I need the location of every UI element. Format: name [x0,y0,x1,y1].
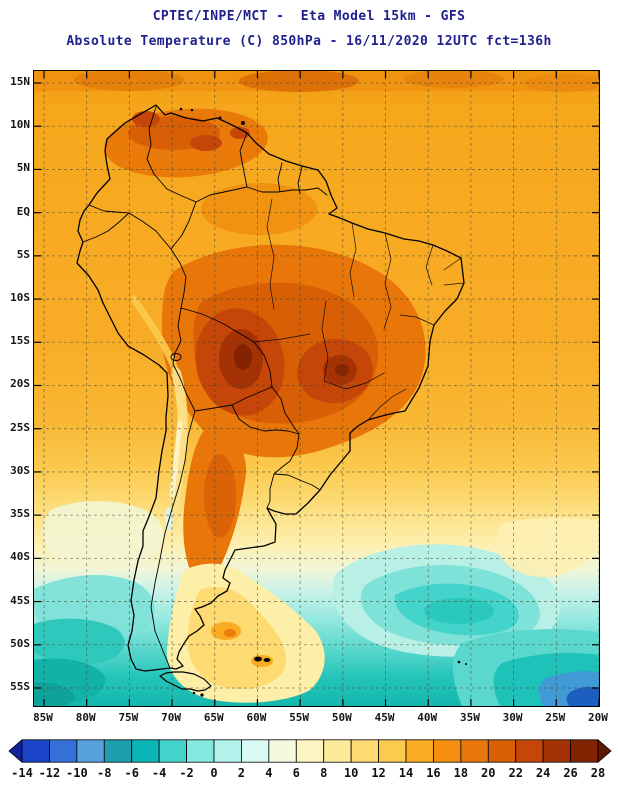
lat-label: 15N [10,75,30,88]
lat-label: 25S [10,420,30,434]
colorbar-arrow-right [597,739,612,763]
colorbar-tick-label: -8 [97,766,112,780]
colorbar-segment [76,739,105,763]
colorbar-tick-label: 22 [508,766,523,780]
colorbar-tick-label: 0 [210,766,218,780]
colorbar-segment [21,739,50,763]
lon-label: 40W [417,711,438,724]
colorbar-tick-label: -4 [151,766,167,780]
lon-label: 80W [75,711,96,724]
lat-label: 30S [10,463,30,477]
colorbar-segment [460,739,489,763]
colorbar-tick-label: 12 [371,766,386,780]
temperature-field [34,71,599,706]
colorbar-segment [570,739,599,763]
lat-label: 5N [16,161,30,175]
colorbar-tick-label: -2 [179,766,194,780]
colorbar-arrow-left [8,739,23,763]
colorbar-segment [295,739,325,763]
lon-label: 60W [246,711,267,724]
lon-label: 50W [331,711,352,724]
colorbar-tick-label: 8 [320,766,328,780]
lat-label: 5S [16,247,30,261]
colorbar-segment [487,739,517,763]
colorbar-tick-label: 14 [398,766,414,780]
lon-label: 25W [545,711,566,724]
tierra-del-fuego [159,671,212,692]
colorbar-segment [213,739,242,763]
colorbar-tick-label: 24 [535,766,551,780]
colorbar-segment [542,739,571,763]
lat-label: 10N [10,118,30,132]
lon-label: 35W [459,711,480,724]
lon-label: 65W [203,711,224,724]
lake-titicaca [170,353,182,361]
country-borders [82,106,328,669]
colorbar-tick-label: 28 [590,766,606,780]
coastline [76,104,465,672]
colorbar-tick-label: 16 [426,766,441,780]
colorbar-tick-label: 26 [563,766,578,780]
lon-label: 75W [118,711,139,724]
colorbar-segment [268,739,297,763]
colorbar-tick-label: 6 [292,766,300,780]
lat-label: EQ [16,204,30,218]
title-line-1: CPTEC/INPE/MCT - Eta Model 15km - GFS [152,9,466,24]
lon-label: 45W [374,711,395,724]
lat-label: 50S [10,636,30,650]
grid-overlay [34,71,599,706]
colorbar-tick-label: 2 [237,766,246,780]
geography [76,104,467,697]
colorbar-tick-label: -10 [66,766,88,780]
colorbar-tick-label: 18 [453,766,469,780]
colorbar-tick-label: 4 [265,766,273,780]
lat-label: 45S [10,593,30,607]
lon-label: 70W [161,711,181,724]
lat-label: 20S [10,377,30,391]
colorbar-segment [103,739,133,763]
colorbar-segment [323,739,352,763]
colorbar-tick-label: 10 [343,766,359,780]
lat-label: 10S [10,291,30,305]
lat-label: 15S [10,334,30,348]
lon-label: 55W [289,711,310,724]
colorbar-segment [433,739,462,763]
map-frame [33,70,600,707]
colorbar-tick-label: 20 [481,766,496,780]
colorbar-segment [405,739,434,763]
title-line-2: Absolute Temperature (C) 850hPa - 16/11/… [66,34,552,49]
colorbar [8,739,612,763]
colorbar-segment [350,739,379,763]
colorbar-segment [186,739,215,763]
lat-label: 55S [10,679,30,693]
state-borders [253,198,465,421]
colorbar-segment [515,739,544,763]
lat-label: 40S [10,550,30,564]
colorbar-tick-label: -14 [11,766,33,780]
colorbar-segment [158,739,187,763]
lon-label: 30W [502,711,523,724]
map-canvas [34,71,599,706]
colorbar-tick-label: -6 [124,766,139,780]
colorbar-segment [49,739,78,763]
lon-label: 85W [33,711,53,724]
colorbar-segment [241,739,270,763]
colorbar-tick-label: -12 [38,766,61,780]
colorbar-segment [378,739,407,763]
lon-label: 20W [588,711,608,724]
colorbar-segment [131,739,160,763]
lat-label: 35S [10,507,30,521]
islands [179,107,467,697]
